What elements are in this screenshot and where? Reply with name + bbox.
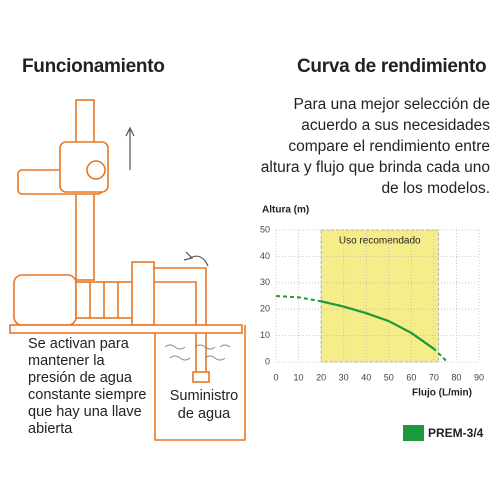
y-tick-label: 30	[260, 277, 270, 287]
legend-swatch	[403, 425, 424, 441]
x-tick-label: 0	[273, 372, 278, 382]
flow-arrows	[125, 126, 209, 267]
right-title: Curva de rendimiento	[297, 56, 487, 77]
water-waves	[164, 344, 231, 361]
x-tick-label: 40	[361, 372, 371, 382]
caption: Se activan para mantener la presión de a…	[28, 336, 147, 437]
y-tick-label: 50	[260, 224, 270, 234]
y-tick-label: 40	[260, 251, 270, 261]
series-line-recommended	[320, 300, 435, 350]
x-tick-label: 50	[384, 372, 394, 382]
legend-label: PREM-3/4	[428, 426, 484, 440]
x-tick-label: 60	[406, 372, 416, 382]
description: Para una mejor selección de acuerdo a su…	[260, 96, 490, 197]
left-title: Funcionamiento	[22, 56, 165, 77]
supply-label: Suministro de agua	[169, 388, 239, 422]
y-tick-label: 20	[260, 304, 270, 314]
y-tick-label: 0	[265, 356, 270, 366]
x-tick-label: 90	[474, 372, 484, 382]
x-tick-label: 20	[316, 372, 326, 382]
y-axis-label: Altura (m)	[262, 205, 309, 216]
recommended-region	[320, 229, 439, 363]
x-tick-label: 30	[339, 372, 349, 382]
x-tick-label: 70	[429, 372, 439, 382]
y-tick-label: 10	[260, 330, 270, 340]
x-tick-label: 80	[451, 372, 461, 382]
x-axis-label: Flujo (L/min)	[412, 388, 472, 399]
x-tick-label: 10	[294, 372, 304, 382]
pump-diagram	[9, 99, 246, 441]
region-label: Uso recomendado	[339, 236, 421, 247]
